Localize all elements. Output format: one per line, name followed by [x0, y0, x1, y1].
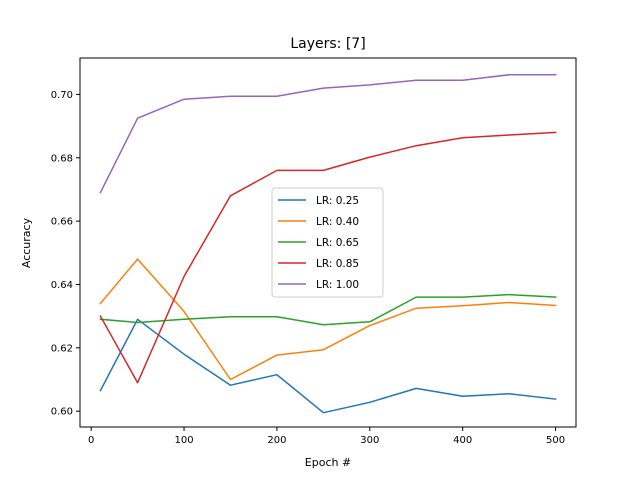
y-tick-label-5: 0.70 [51, 90, 73, 101]
y-tick-label-1: 0.62 [51, 343, 73, 354]
legend-box [271, 187, 384, 298]
series-line-1 [99, 258, 557, 381]
y-tick-label-0: 0.60 [51, 407, 73, 418]
x-axis-label: Epoch # [305, 456, 351, 469]
axes-frame [79, 57, 577, 428]
x-tick-label-3: 300 [360, 435, 379, 446]
x-tick-label-1: 100 [174, 435, 193, 446]
y-tick-label-2: 0.64 [51, 280, 73, 291]
series-line-0 [99, 318, 557, 414]
legend-label-0: LR: 0.25 [316, 195, 359, 207]
series-line-2 [99, 293, 557, 326]
series-line-3 [99, 131, 557, 384]
x-tick-label-0: 0 [88, 435, 94, 446]
legend-label-2: LR: 0.65 [316, 237, 359, 249]
y-tick-label-4: 0.68 [51, 153, 73, 164]
legend-label-3: LR: 0.85 [316, 258, 359, 270]
x-tick-label-5: 500 [546, 435, 565, 446]
plot-area: 0 100 200 300 400 500 0.60 0.62 0.64 0.66 0.68 0.70… [51, 57, 577, 446]
y-axis-label: Accuracy [20, 217, 33, 268]
series-line-4 [99, 74, 557, 194]
x-tick-label-4: 400 [453, 435, 472, 446]
legend-label-4: LR: 1.00 [316, 279, 359, 291]
y-tick-label-3: 0.66 [51, 217, 73, 228]
x-tick-label-2: 200 [267, 435, 286, 446]
chart-title: Layers: [7] [290, 36, 365, 52]
legend-label-1: LR: 0.40 [316, 216, 359, 228]
